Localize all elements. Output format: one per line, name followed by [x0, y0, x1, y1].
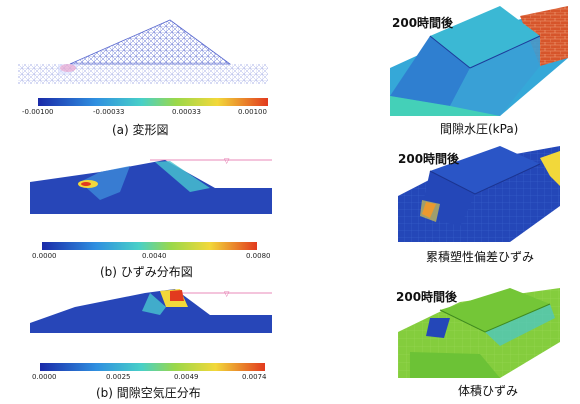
tick-c-2: 0.0025 [106, 373, 131, 381]
panel-strain: ▽ 0.0000 0.0040 0.0080 (b) ひずみ分布図 [10, 152, 280, 279]
plastic-strain-3d-figure [398, 146, 560, 242]
time-label-3: 200時間後 [396, 290, 458, 304]
tick-b-2: 0.0040 [142, 252, 167, 260]
tick-c-4: 0.0074 [242, 373, 267, 381]
pore-water-3d-figure [390, 6, 568, 116]
time-label-1: 200時間後 [392, 16, 454, 30]
caption-c: (b) 間隙空気圧分布 [96, 386, 201, 400]
panel-pore-air: ▽ 0.0000 0.0025 0.0049 0.0074 (b) 間隙空気圧分… [10, 285, 280, 400]
tick-a-2: -0.00033 [93, 108, 125, 116]
tick-a-1: -0.00100 [22, 108, 54, 116]
time-label-2: 200時間後 [398, 152, 460, 166]
colorbar-c [40, 363, 265, 371]
pore-air-figure: ▽ [30, 289, 272, 333]
caption-3d-2: 累積塑性偏差ひずみ [426, 250, 535, 264]
tick-b-3: 0.0080 [246, 252, 271, 260]
strain-figure: ▽ [30, 157, 272, 214]
tick-a-4: 0.00100 [238, 108, 267, 116]
tick-c-3: 0.0049 [174, 373, 199, 381]
svg-text:▽: ▽ [224, 290, 230, 298]
colorbar-a [38, 98, 268, 106]
tick-a-3: 0.00033 [172, 108, 201, 116]
caption-b: (b) ひずみ分布図 [100, 265, 193, 279]
panel-3d-volumetric-strain: 200時間後 体積ひずみ [390, 282, 570, 400]
tick-c-1: 0.0000 [32, 373, 57, 381]
panel-3d-pore-water: 200時間後 間隙水圧(kPa) [390, 6, 570, 136]
panel-3d-plastic-strain: 200時間後 累積塑性偏差ひずみ [390, 146, 570, 266]
caption-3d-1: 間隙水圧(kPa) [440, 122, 519, 136]
tick-b-1: 0.0000 [32, 252, 57, 260]
colorbar-b [42, 242, 257, 250]
caption-a: (a) 変形図 [112, 123, 169, 137]
volumetric-strain-3d-figure [398, 288, 560, 378]
panel-deformation: -0.00100 -0.00033 0.00033 0.00100 (a) 変形… [10, 8, 280, 138]
caption-3d-3: 体積ひずみ [458, 384, 519, 398]
deformation-mesh-figure [18, 19, 268, 84]
svg-text:▽: ▽ [224, 157, 230, 165]
